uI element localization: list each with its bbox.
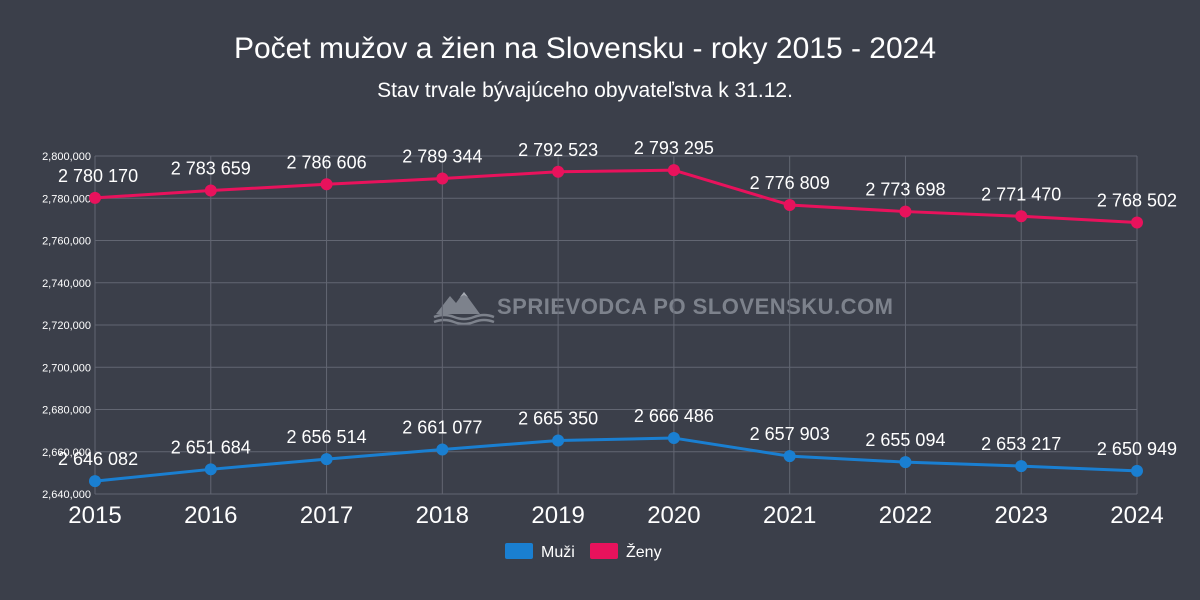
- data-label: 2 657 903: [750, 424, 830, 444]
- x-tick-label: 2018: [416, 502, 469, 529]
- data-label: 2 665 350: [518, 408, 598, 428]
- data-labels: 2 646 082 2 651 684 2 656 514 2 661 077 2 66…: [58, 138, 1177, 469]
- data-point[interactable]: [899, 456, 912, 469]
- data-label: 2 666 486: [634, 406, 714, 426]
- x-tick-label: 2023: [995, 502, 1048, 529]
- x-tick-label: 2019: [531, 502, 584, 529]
- data-point[interactable]: [783, 450, 796, 463]
- data-label: 2 780 170: [58, 166, 138, 186]
- y-tick-label: 2,720,000: [42, 320, 91, 332]
- data-point[interactable]: [1015, 460, 1028, 473]
- data-label: 2 783 659: [171, 159, 251, 179]
- data-point[interactable]: [1131, 464, 1143, 477]
- data-point[interactable]: [667, 164, 680, 177]
- data-label: 2 768 502: [1097, 191, 1177, 211]
- data-point[interactable]: [320, 178, 333, 191]
- data-point[interactable]: [1131, 216, 1143, 229]
- data-point[interactable]: [320, 453, 333, 466]
- data-label: 2 793 295: [634, 138, 714, 158]
- legend-swatch-zeny: [590, 543, 618, 559]
- y-tick-label: 2,680,000: [42, 405, 91, 417]
- data-label: 2 786 606: [287, 152, 367, 172]
- data-point[interactable]: [552, 434, 565, 447]
- data-label: 2 773 698: [865, 180, 945, 200]
- y-tick-label: 2,740,000: [42, 278, 91, 290]
- x-tick-label: 2020: [647, 502, 700, 529]
- x-tick-label: 2024: [1110, 502, 1163, 529]
- x-tick-label: 2016: [184, 502, 237, 529]
- mountain-logo-icon: [433, 292, 495, 326]
- y-tick-label: 2,640,000: [42, 489, 91, 501]
- data-point[interactable]: [89, 475, 101, 488]
- legend-swatch-muzi: [505, 543, 533, 559]
- data-label: 2 792 523: [518, 140, 598, 160]
- data-label: 2 651 684: [171, 437, 251, 457]
- watermark-text: SPRIEVODCA PO SLOVENSKU.COM: [497, 294, 894, 319]
- series-line-zeny: [94, 168, 1138, 225]
- data-point[interactable]: [1015, 210, 1028, 223]
- y-tick-label: 2,760,000: [42, 236, 91, 248]
- x-tick-label: 2022: [879, 502, 932, 529]
- data-point[interactable]: [89, 191, 101, 204]
- data-label: 2 655 094: [865, 430, 945, 450]
- x-tick-label: 2021: [763, 502, 816, 529]
- data-point[interactable]: [436, 443, 449, 456]
- chart-title: Počet mužov a žien na Slovensku - roky 2…: [234, 32, 936, 65]
- y-tick-label: 2,800,000: [42, 151, 91, 163]
- data-point[interactable]: [436, 172, 449, 185]
- legend-item-zeny[interactable]: Ženy: [590, 542, 662, 561]
- y-tick-label: 2,700,000: [42, 362, 91, 374]
- data-point[interactable]: [899, 205, 912, 218]
- legend-label-muzi: Muži: [541, 544, 575, 561]
- data-point[interactable]: [667, 432, 680, 445]
- series-line-muzi: [94, 436, 1138, 483]
- data-label: 2 653 217: [981, 434, 1061, 454]
- data-label: 2 771 470: [981, 184, 1061, 204]
- data-label: 2 650 949: [1097, 439, 1177, 459]
- x-tick-label: 2015: [68, 502, 121, 529]
- data-label: 2 789 344: [402, 147, 482, 167]
- legend-item-muzi[interactable]: Muži: [505, 543, 575, 561]
- legend-label-zeny: Ženy: [626, 542, 662, 561]
- y-tick-label: 2,780,000: [42, 193, 91, 205]
- data-point[interactable]: [783, 198, 796, 211]
- series-layer: [89, 164, 1143, 488]
- legend: Muži Ženy: [505, 542, 662, 561]
- x-axis: 2015 2016 2017 2018 2019 2020 2021 2022 2023 2024: [68, 502, 1163, 529]
- data-label: 2 656 514: [287, 427, 367, 447]
- data-label: 2 646 082: [58, 449, 138, 469]
- data-point[interactable]: [204, 184, 217, 197]
- y-tick-label: 2,660,000: [42, 447, 91, 459]
- watermark: SPRIEVODCA PO SLOVENSKU.COM: [433, 292, 894, 326]
- data-point[interactable]: [552, 165, 565, 178]
- x-tick-label: 2017: [300, 502, 353, 529]
- data-label: 2 776 809: [750, 173, 830, 193]
- chart-subtitle: Stav trvale bývajúceho obyvateľstva k 31…: [377, 79, 793, 102]
- y-axis: 2,640,000 2,660,000 2,680,000 2,700,000 2,72…: [42, 151, 91, 501]
- data-point[interactable]: [204, 463, 217, 476]
- data-label: 2 661 077: [402, 417, 482, 437]
